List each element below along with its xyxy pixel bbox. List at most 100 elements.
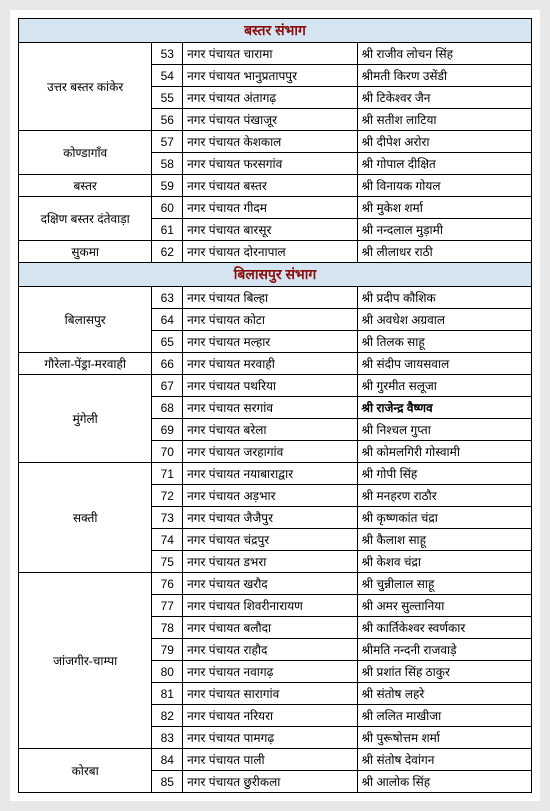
panchayat-cell: नगर पंचायत छुरीकला [183, 771, 357, 793]
section-header: बिलासपुर संभाग [19, 263, 532, 287]
panchayat-cell: नगर पंचायत बारसूर [183, 219, 357, 241]
name-cell: श्री चुन्नीलाल साहू [357, 573, 531, 595]
panchayat-cell: नगर पंचायत कोटा [183, 309, 357, 331]
serial-number-cell: 68 [152, 397, 183, 419]
panchayat-cell: नगर पंचायत बिल्हा [183, 287, 357, 309]
table-row: बस्तर59नगर पंचायत बस्तरश्री विनायक गोयल [19, 175, 532, 197]
serial-number-cell: 70 [152, 441, 183, 463]
panchayat-cell: नगर पंचायत फरसगांव [183, 153, 357, 175]
name-cell: श्री सतीश लाटिया [357, 109, 531, 131]
table-row: दक्षिण बस्तर दंतेवाड़ा60नगर पंचायत गीदमश… [19, 197, 532, 219]
name-cell: श्री कृष्णकांत चंद्रा [357, 507, 531, 529]
panchayat-cell: नगर पंचायत बरेला [183, 419, 357, 441]
panchayat-cell: नगर पंचायत पाली [183, 749, 357, 771]
serial-number-cell: 60 [152, 197, 183, 219]
serial-number-cell: 81 [152, 683, 183, 705]
panchayat-cell: नगर पंचायत बलौदा [183, 617, 357, 639]
table-row: कोरबा84नगर पंचायत पालीश्री संतोष देवांगन [19, 749, 532, 771]
panchayat-cell: नगर पंचायत खरौद [183, 573, 357, 595]
panchayat-cell: नगर पंचायत सरगांव [183, 397, 357, 419]
panchayat-cell: नगर पंचायत नयाबाराद्वार [183, 463, 357, 485]
name-cell: श्री कोमलगिरी गोस्वामी [357, 441, 531, 463]
table-row: कोण्डागॉंव57नगर पंचायत केशकालश्री दीपेश … [19, 131, 532, 153]
document-page: बस्तर संभागउत्तर बस्तर कांकेर53नगर पंचाय… [10, 10, 540, 801]
name-cell: श्री अमर सुल्तानिया [357, 595, 531, 617]
panchayat-cell: नगर पंचायत शिवरीनारायण [183, 595, 357, 617]
serial-number-cell: 61 [152, 219, 183, 241]
district-cell: सुकमा [19, 241, 152, 263]
name-cell: श्री गोपी सिंह [357, 463, 531, 485]
district-cell: दक्षिण बस्तर दंतेवाड़ा [19, 197, 152, 241]
serial-number-cell: 75 [152, 551, 183, 573]
name-cell: श्री राजेन्द्र वैष्णव [357, 397, 531, 419]
name-cell: श्री आलोक सिंह [357, 771, 531, 793]
name-cell: श्री कार्तिकेश्वर स्वर्णकार [357, 617, 531, 639]
name-cell: श्री गुरमीत सलूजा [357, 375, 531, 397]
serial-number-cell: 69 [152, 419, 183, 441]
panchayat-cell: नगर पंचायत नवागढ़ [183, 661, 357, 683]
district-cell: उत्तर बस्तर कांकेर [19, 43, 152, 131]
serial-number-cell: 77 [152, 595, 183, 617]
serial-number-cell: 64 [152, 309, 183, 331]
name-cell: श्रीमति नन्दनी राजवाड़े [357, 639, 531, 661]
name-cell: श्री राजीव लोचन सिंह [357, 43, 531, 65]
panchayat-cell: नगर पंचायत मरवाही [183, 353, 357, 375]
table-row: सुकमा62नगर पंचायत दोरनापालश्री लीलाधर रा… [19, 241, 532, 263]
panchayat-cell: नगर पंचायत राहौद [183, 639, 357, 661]
table-row: जांजगीर-चाम्पा76नगर पंचायत खरौदश्री चुन्… [19, 573, 532, 595]
name-cell: श्री संदीप जायसवाल [357, 353, 531, 375]
panchayat-cell: नगर पंचायत पंखाजूर [183, 109, 357, 131]
panchayat-cell: नगर पंचायत सारागांव [183, 683, 357, 705]
serial-number-cell: 72 [152, 485, 183, 507]
name-cell: श्री पुरूषोत्तम शर्मा [357, 727, 531, 749]
district-cell: कोरबा [19, 749, 152, 793]
name-cell: श्री विनायक गोयल [357, 175, 531, 197]
name-cell: श्री संतोष देवांगन [357, 749, 531, 771]
serial-number-cell: 79 [152, 639, 183, 661]
panchayat-cell: नगर पंचायत डभरा [183, 551, 357, 573]
name-cell: श्री टिकेश्वर जैन [357, 87, 531, 109]
panchayat-table: बस्तर संभागउत्तर बस्तर कांकेर53नगर पंचाय… [18, 18, 532, 793]
serial-number-cell: 76 [152, 573, 183, 595]
serial-number-cell: 58 [152, 153, 183, 175]
panchayat-cell: नगर पंचायत पथरिया [183, 375, 357, 397]
panchayat-cell: नगर पंचायत अंतागढ़ [183, 87, 357, 109]
name-cell: श्री कैलाश साहू [357, 529, 531, 551]
serial-number-cell: 59 [152, 175, 183, 197]
district-cell: बस्तर [19, 175, 152, 197]
serial-number-cell: 84 [152, 749, 183, 771]
district-cell: गौरेला-पेंड्रा-मरवाही [19, 353, 152, 375]
serial-number-cell: 85 [152, 771, 183, 793]
serial-number-cell: 62 [152, 241, 183, 263]
name-cell: श्री संतोष लहरे [357, 683, 531, 705]
serial-number-cell: 74 [152, 529, 183, 551]
district-cell: सक्ती [19, 463, 152, 573]
serial-number-cell: 73 [152, 507, 183, 529]
serial-number-cell: 67 [152, 375, 183, 397]
panchayat-cell: नगर पंचायत अड़भार [183, 485, 357, 507]
panchayat-cell: नगर पंचायत गीदम [183, 197, 357, 219]
panchayat-cell: नगर पंचायत पामगढ़ [183, 727, 357, 749]
name-cell: श्री केशव चंद्रा [357, 551, 531, 573]
serial-number-cell: 54 [152, 65, 183, 87]
section-header: बस्तर संभाग [19, 19, 532, 43]
name-cell: श्री नन्दलाल मुड़ामी [357, 219, 531, 241]
table-row: उत्तर बस्तर कांकेर53नगर पंचायत चारामाश्र… [19, 43, 532, 65]
panchayat-cell: नगर पंचायत मल्हार [183, 331, 357, 353]
panchayat-cell: नगर पंचायत दोरनापाल [183, 241, 357, 263]
table-row: सक्ती71नगर पंचायत नयाबाराद्वारश्री गोपी … [19, 463, 532, 485]
name-cell: श्री अवधेश अग्रवाल [357, 309, 531, 331]
panchayat-cell: नगर पंचायत जैजैपुर [183, 507, 357, 529]
serial-number-cell: 65 [152, 331, 183, 353]
district-cell: बिलासपुर [19, 287, 152, 353]
serial-number-cell: 53 [152, 43, 183, 65]
name-cell: श्री मुकेश शर्मा [357, 197, 531, 219]
name-cell: श्री मनहरण राठौर [357, 485, 531, 507]
panchayat-cell: नगर पंचायत भानुप्रतापपुर [183, 65, 357, 87]
serial-number-cell: 71 [152, 463, 183, 485]
table-row: गौरेला-पेंड्रा-मरवाही66नगर पंचायत मरवाही… [19, 353, 532, 375]
serial-number-cell: 80 [152, 661, 183, 683]
name-cell: श्री प्रशांत सिंह ठाकुर [357, 661, 531, 683]
serial-number-cell: 83 [152, 727, 183, 749]
name-cell: श्रीमती किरण उसेंडी [357, 65, 531, 87]
